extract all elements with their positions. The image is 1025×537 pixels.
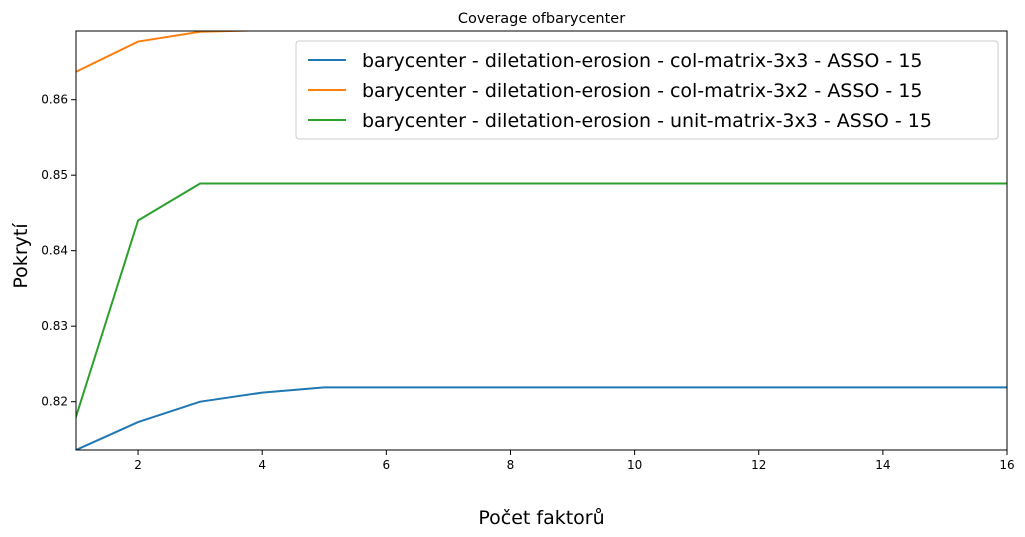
legend-label-3: barycenter - diletation-erosion - unit-m… — [362, 110, 932, 132]
y-tick-label: 0.82 — [41, 395, 68, 409]
x-tick-label: 14 — [875, 458, 890, 472]
x-tick-label: 6 — [383, 458, 391, 472]
x-tick-label: 16 — [999, 458, 1014, 472]
legend-box — [295, 40, 999, 140]
y-tick-label: 0.83 — [41, 319, 68, 333]
x-tick-label: 4 — [258, 458, 266, 472]
series-layer — [76, 31, 1007, 450]
legend-label-2: barycenter - diletation-erosion - col-ma… — [362, 80, 923, 102]
x-tick-label: 2 — [134, 458, 142, 472]
plot-frame — [75, 30, 1008, 451]
y-tick-label: 0.85 — [41, 168, 68, 182]
y-axis-ticks: 0.82 0.83 0.84 0.85 0.86 — [41, 93, 76, 409]
y-tick-label: 0.86 — [41, 93, 68, 107]
legend-label-1: barycenter - diletation-erosion - col-ma… — [362, 50, 923, 72]
chart-title: Coverage ofbarycenter — [458, 11, 625, 27]
series-line-1 — [76, 386, 1007, 450]
y-axis-title: Pokrytí — [10, 223, 32, 289]
x-tick-label: 8 — [507, 458, 515, 472]
x-tick-label: 10 — [627, 458, 642, 472]
x-tick-label: 12 — [751, 458, 766, 472]
legend: barycenter - diletation-erosion - col-ma… — [295, 40, 999, 140]
x-axis-ticks: 2 4 6 8 10 12 14 16 — [134, 450, 1015, 472]
x-axis-title: Počet faktorů — [478, 507, 604, 529]
y-tick-label: 0.84 — [41, 244, 68, 258]
series-line-3 — [76, 182, 1007, 419]
